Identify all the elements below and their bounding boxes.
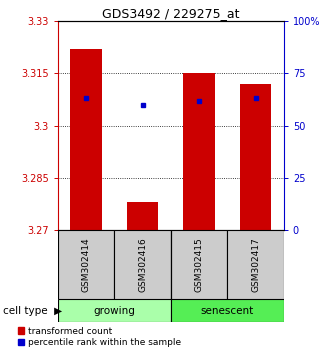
Bar: [114, 230, 171, 299]
Legend: transformed count, percentile rank within the sample: transformed count, percentile rank withi…: [18, 327, 181, 347]
Bar: [58, 299, 171, 322]
Bar: [240, 84, 271, 230]
Bar: [183, 74, 214, 230]
Text: GSM302417: GSM302417: [251, 237, 260, 292]
Bar: [171, 230, 227, 299]
Text: GSM302416: GSM302416: [138, 237, 147, 292]
Title: GDS3492 / 229275_at: GDS3492 / 229275_at: [102, 7, 240, 20]
Text: GSM302415: GSM302415: [194, 237, 204, 292]
Bar: [71, 49, 102, 230]
Text: cell type  ▶: cell type ▶: [3, 306, 62, 316]
Bar: [171, 299, 284, 322]
Text: GSM302414: GSM302414: [82, 237, 90, 292]
Bar: [127, 202, 158, 230]
Text: growing: growing: [93, 306, 135, 316]
Bar: [227, 230, 284, 299]
Text: senescent: senescent: [201, 306, 254, 316]
Bar: [58, 230, 114, 299]
